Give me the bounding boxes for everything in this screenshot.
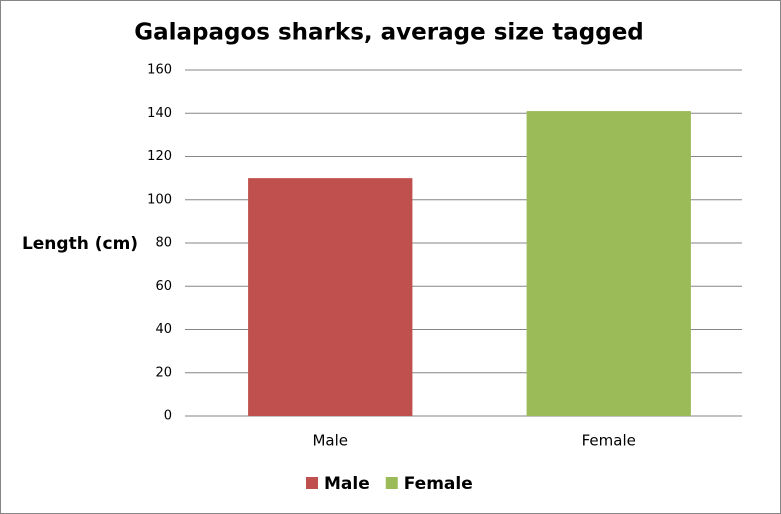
legend-label: Male <box>324 474 370 494</box>
chart-title: Galapagos sharks, average size tagged <box>134 20 644 46</box>
y-tick-label: 40 <box>155 322 172 337</box>
x-tick-label: Male <box>312 432 348 450</box>
y-tick-label: 60 <box>155 279 172 294</box>
y-tick-label: 100 <box>147 192 172 207</box>
y-tick-label: 120 <box>147 149 172 164</box>
y-tick-label: 140 <box>147 106 172 121</box>
legend-label: Female <box>404 474 473 494</box>
y-tick-label: 20 <box>155 365 172 380</box>
x-tick-label: Female <box>582 432 636 450</box>
y-tick-label: 160 <box>147 63 172 78</box>
legend-swatch <box>385 477 398 489</box>
y-axis-label: Length (cm) <box>22 234 138 254</box>
bar <box>526 111 691 417</box>
y-tick-label: 80 <box>155 236 172 251</box>
bar <box>248 178 413 416</box>
y-tick-label: 0 <box>164 409 172 424</box>
legend-swatch <box>306 477 318 489</box>
